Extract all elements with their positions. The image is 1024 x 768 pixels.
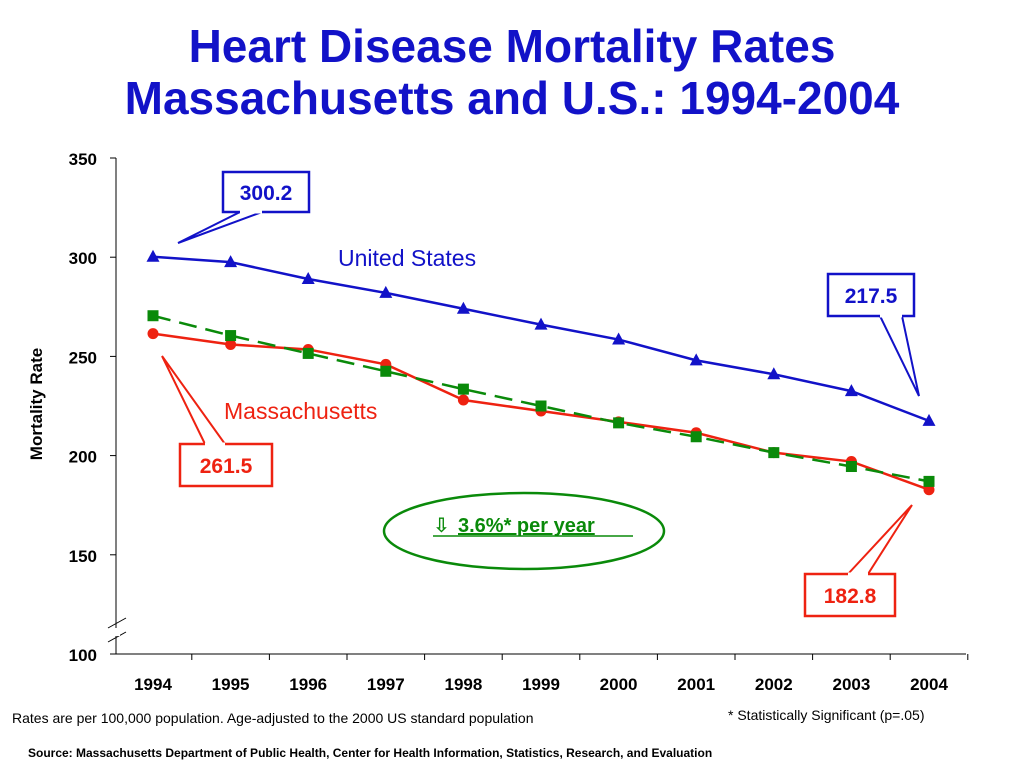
footnote-significance: * Statistically Significant (p=.05) (728, 707, 925, 723)
data-point-triangle (301, 272, 315, 285)
data-label: 261.5 (200, 455, 253, 478)
callout-box (178, 442, 274, 488)
data-point-square (768, 447, 780, 459)
data-label: 300.2 (240, 182, 293, 205)
data-point-triangle (379, 285, 393, 298)
x-tick-label: 1994 (134, 675, 172, 694)
data-point-circle (225, 338, 237, 350)
y-tick-label: 350 (69, 150, 97, 169)
data-point-square (302, 347, 314, 359)
chart-series (146, 249, 936, 496)
x-tick-label: 2002 (755, 675, 793, 694)
data-label: 182.8 (824, 585, 877, 608)
data-point-square (690, 431, 702, 443)
data-point-square (845, 461, 857, 473)
footnote-rates: Rates are per 100,000 population. Age-ad… (12, 710, 534, 726)
source-note: Source: Massachusetts Department of Publ… (28, 746, 713, 760)
data-point-square (225, 330, 237, 342)
y-tick-label: 150 (69, 547, 97, 566)
axis-break-gap (112, 628, 120, 636)
data-point-square (147, 310, 159, 322)
x-tick-label: 1995 (212, 675, 250, 694)
x-tick-label: 2000 (600, 675, 638, 694)
x-tick-label: 2003 (832, 675, 870, 694)
chart-title-line-1: Heart Disease Mortality Rates (188, 20, 836, 72)
chart-annotations: United States Massachusetts 300.2 217.5 261.… (161, 170, 920, 618)
x-tick-label: 2001 (677, 675, 715, 694)
data-point-triangle (146, 249, 160, 262)
data-point-square (535, 400, 547, 412)
x-tick-label: 1999 (522, 675, 560, 694)
data-label: 217.5 (845, 285, 898, 308)
series-label-massachusetts: Massachusetts (224, 398, 377, 424)
data-point-triangle (689, 353, 703, 366)
series-label-united-states: United States (338, 245, 476, 271)
axis-break-mark (107, 631, 127, 643)
data-point-triangle (767, 367, 781, 380)
data-point-square (923, 475, 935, 487)
callout-box (826, 272, 916, 318)
series-line-0 (152, 255, 930, 423)
data-point-triangle (224, 255, 238, 268)
y-tick-label: 100 (69, 646, 97, 665)
y-tick-label: 200 (69, 448, 97, 467)
series-line-2 (152, 314, 930, 483)
x-tick-label: 1997 (367, 675, 405, 694)
data-point-triangle (456, 301, 470, 314)
data-point-triangle (534, 317, 548, 330)
y-tick-label: 300 (69, 249, 97, 268)
down-arrow-icon: ⇩ (433, 513, 450, 537)
data-point-square (613, 417, 625, 429)
data-point-triangle (612, 332, 626, 345)
data-point-circle (923, 484, 935, 496)
chart-axes: 350 300 250 200 150 100 1994 1995 1996 1997 1998 19… (27, 150, 969, 694)
callout-pointer (845, 504, 913, 575)
data-point-triangle (844, 384, 858, 397)
callout-pointer (878, 315, 920, 397)
data-point-square (380, 365, 392, 377)
callout-pointer (177, 211, 263, 244)
data-point-triangle (922, 413, 936, 426)
axis-break-mark (107, 617, 127, 629)
x-tick-label: 1998 (444, 675, 482, 694)
callout-pointer (161, 355, 227, 445)
data-point-square (457, 383, 469, 395)
y-axis-label: Mortality Rate (27, 348, 46, 460)
trend-ellipse (382, 491, 666, 571)
trend-label: 3.6%* per year (458, 515, 595, 537)
data-point-circle (457, 394, 469, 406)
x-tick-label: 2004 (910, 675, 948, 694)
x-tick-label: 1996 (289, 675, 327, 694)
y-tick-label: 250 (69, 348, 97, 367)
callout-box (221, 170, 311, 214)
chart-title-line-2: Massachusetts and U.S.: 1994-2004 (124, 72, 900, 124)
data-point-circle (147, 328, 159, 340)
